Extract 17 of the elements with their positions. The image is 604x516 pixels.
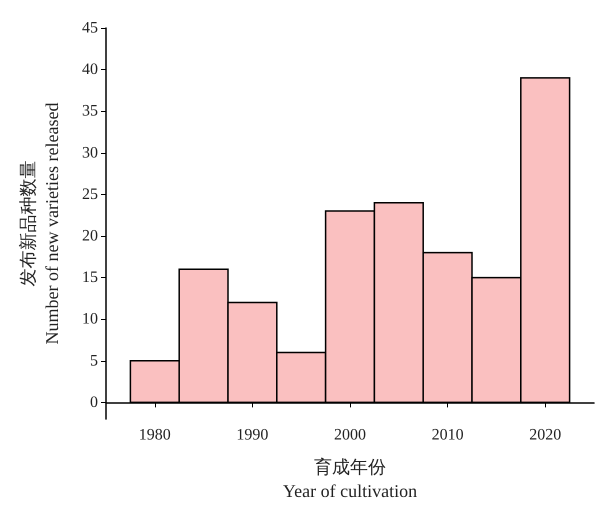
y-axis-title: 发布新品种数量 Number of new varieties released bbox=[18, 102, 62, 344]
y-tick-label: 10 bbox=[82, 310, 98, 328]
y-tick-label: 45 bbox=[82, 20, 98, 36]
y-tick-label: 15 bbox=[82, 269, 98, 286]
x-axis-title: 育成年份 Year of cultivation bbox=[282, 457, 418, 501]
x-tick-label: 2020 bbox=[529, 426, 562, 444]
x-tick-label: 2000 bbox=[334, 426, 366, 444]
y-tick-label: 20 bbox=[82, 227, 98, 244]
y-tick-label: 35 bbox=[82, 102, 98, 120]
x-tick-label: 2010 bbox=[432, 426, 464, 444]
y-tick-label: 40 bbox=[82, 61, 98, 78]
y-tick-label: 25 bbox=[82, 186, 98, 203]
y-tick-label: 30 bbox=[82, 144, 98, 162]
x-tick-label: 1990 bbox=[236, 426, 268, 444]
y-tick-label: 5 bbox=[90, 352, 98, 370]
y-tick-label: 0 bbox=[90, 394, 98, 411]
x-tick-label: 1980 bbox=[138, 426, 171, 444]
